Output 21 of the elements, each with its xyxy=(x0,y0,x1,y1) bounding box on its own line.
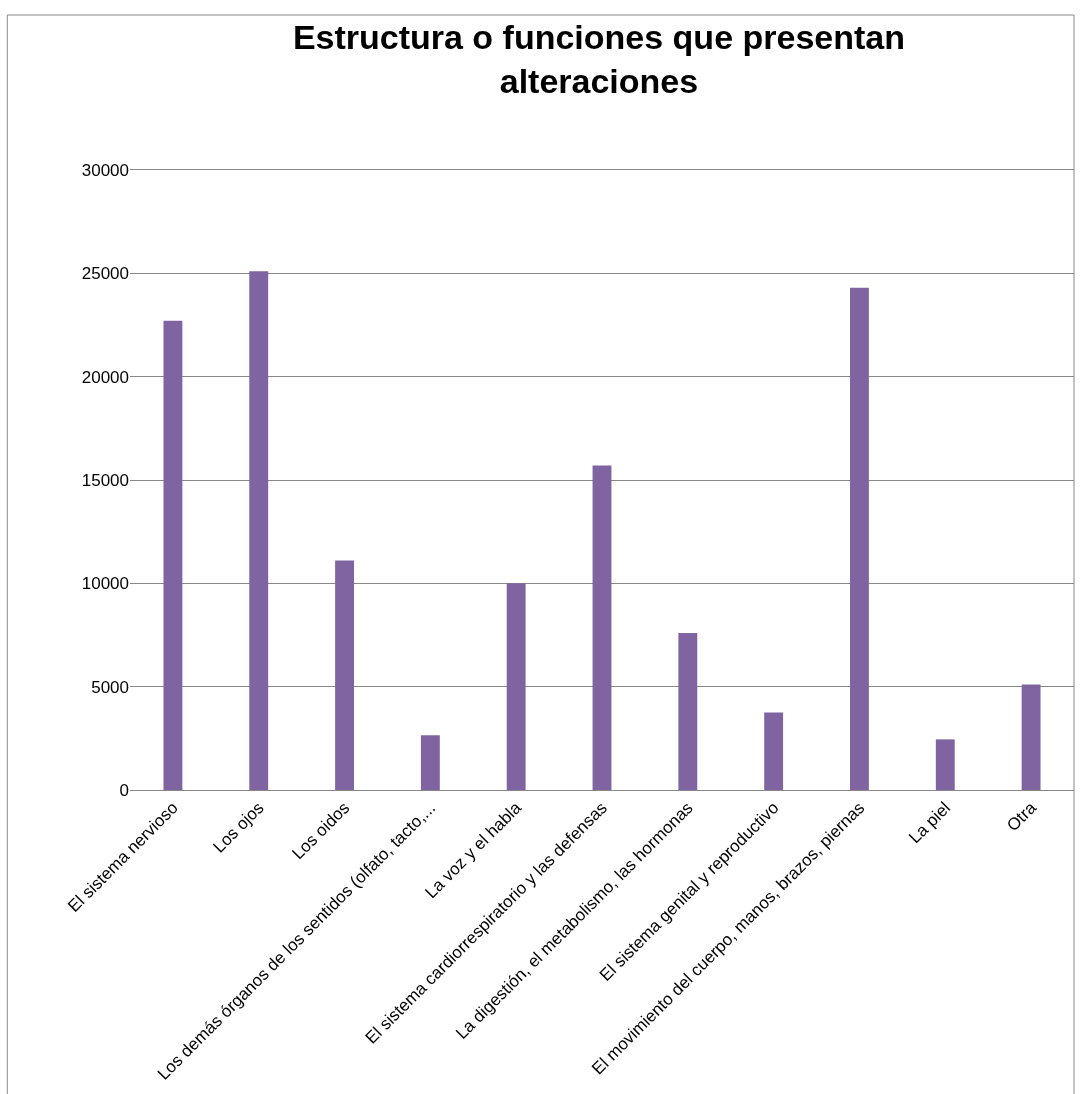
y-tick-label: 25000 xyxy=(81,264,129,284)
x-tick-label: Los ojos xyxy=(209,798,268,857)
bar xyxy=(678,632,698,790)
y-tick-label: 15000 xyxy=(81,470,129,490)
y-tick-label: 30000 xyxy=(81,160,129,180)
bar xyxy=(506,583,526,790)
chart-title: Estructura o funciones que presentan alteraciones xyxy=(292,18,906,101)
y-tick-label: 20000 xyxy=(81,367,129,387)
bar xyxy=(592,465,612,790)
bar xyxy=(764,712,784,790)
bar xyxy=(850,287,869,790)
x-tick-label: Otra xyxy=(1003,797,1041,836)
bar xyxy=(420,735,440,790)
y-tick-label: 5000 xyxy=(91,677,129,697)
bar xyxy=(335,560,354,790)
bar xyxy=(163,320,183,790)
y-tick-label: 0 xyxy=(119,780,129,800)
bar xyxy=(1021,684,1041,790)
bar xyxy=(249,271,269,790)
bar xyxy=(935,739,955,790)
y-tick-label: 10000 xyxy=(81,574,129,594)
